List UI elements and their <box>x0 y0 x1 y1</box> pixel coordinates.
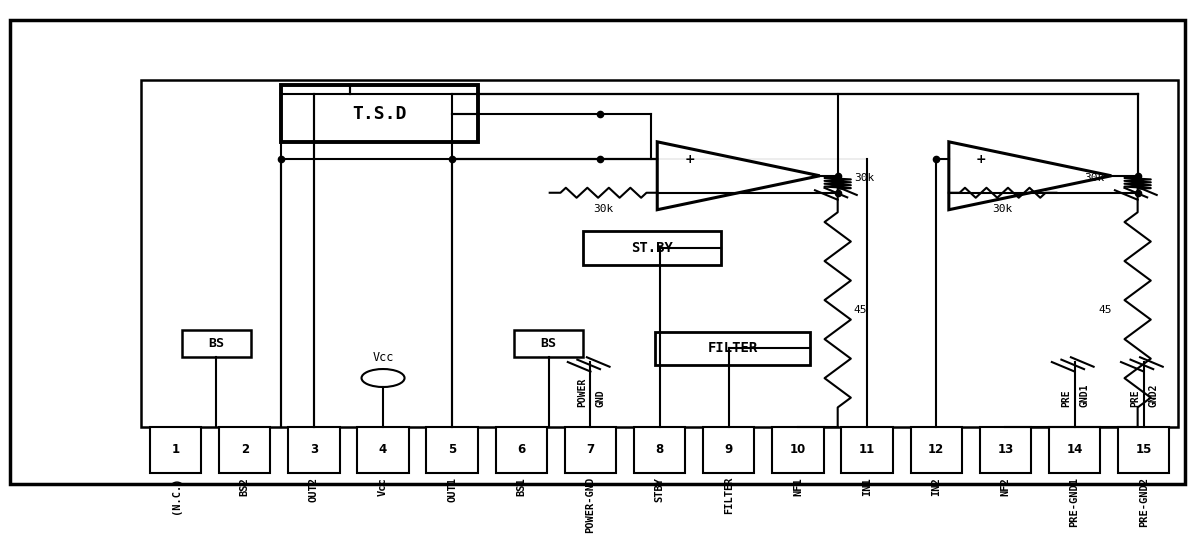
Text: 45: 45 <box>1098 305 1111 315</box>
Text: +: + <box>685 153 695 166</box>
Text: FILTER: FILTER <box>707 342 758 355</box>
Text: BS: BS <box>540 337 557 350</box>
FancyBboxPatch shape <box>427 427 478 473</box>
Text: NF2: NF2 <box>1000 477 1011 496</box>
Text: 30k: 30k <box>1084 173 1104 183</box>
Text: Vcc: Vcc <box>378 477 388 496</box>
Text: 45: 45 <box>853 305 866 315</box>
FancyBboxPatch shape <box>911 427 962 473</box>
Text: PRE-GND1: PRE-GND1 <box>1070 477 1079 527</box>
Text: 2: 2 <box>240 444 249 456</box>
Text: OUT2: OUT2 <box>308 477 319 502</box>
FancyBboxPatch shape <box>141 80 1178 427</box>
Text: 12: 12 <box>929 444 944 456</box>
FancyBboxPatch shape <box>583 231 721 265</box>
Text: PRE: PRE <box>1061 389 1071 407</box>
Text: BS: BS <box>208 337 225 350</box>
Text: (N.C.): (N.C.) <box>171 477 180 514</box>
FancyBboxPatch shape <box>496 427 547 473</box>
FancyBboxPatch shape <box>514 330 583 357</box>
Text: ST.BY: ST.BY <box>631 241 673 255</box>
Text: BS1: BS1 <box>516 477 526 496</box>
FancyBboxPatch shape <box>633 427 685 473</box>
FancyBboxPatch shape <box>1049 427 1101 473</box>
Text: 30k: 30k <box>854 173 875 183</box>
Text: −: − <box>684 185 695 199</box>
Text: PRE-GND2: PRE-GND2 <box>1139 477 1148 527</box>
Text: IN2: IN2 <box>931 477 942 496</box>
FancyBboxPatch shape <box>10 20 1185 484</box>
Text: +: + <box>976 153 987 166</box>
Text: NF1: NF1 <box>793 477 803 496</box>
Text: GND: GND <box>595 389 605 407</box>
Text: 7: 7 <box>587 444 595 456</box>
Text: 10: 10 <box>790 444 807 456</box>
Text: IN1: IN1 <box>862 477 872 496</box>
Text: POWER: POWER <box>577 378 587 407</box>
FancyBboxPatch shape <box>841 427 893 473</box>
Text: 5: 5 <box>448 444 456 456</box>
Text: T.S.D: T.S.D <box>353 105 406 122</box>
FancyBboxPatch shape <box>357 427 409 473</box>
Text: FILTER: FILTER <box>724 477 734 514</box>
Text: 11: 11 <box>859 444 875 456</box>
Text: GND2: GND2 <box>1148 383 1158 407</box>
Text: 3: 3 <box>310 444 318 456</box>
FancyBboxPatch shape <box>565 427 617 473</box>
Text: PRE: PRE <box>1130 389 1140 407</box>
FancyBboxPatch shape <box>1119 427 1170 473</box>
Text: 30k: 30k <box>993 204 1012 214</box>
FancyBboxPatch shape <box>772 427 823 473</box>
Text: BS2: BS2 <box>240 477 250 496</box>
Text: 4: 4 <box>379 444 387 456</box>
Text: STBY: STBY <box>655 477 664 502</box>
Text: OUT1: OUT1 <box>447 477 458 502</box>
Text: 13: 13 <box>998 444 1013 456</box>
Text: −: − <box>975 185 987 199</box>
FancyBboxPatch shape <box>281 85 478 142</box>
Text: GND1: GND1 <box>1079 383 1089 407</box>
FancyBboxPatch shape <box>288 427 339 473</box>
Text: POWER-GND: POWER-GND <box>586 477 595 533</box>
Text: 14: 14 <box>1066 444 1083 456</box>
Text: 30k: 30k <box>594 204 613 214</box>
FancyBboxPatch shape <box>149 427 201 473</box>
Text: 1: 1 <box>172 444 179 456</box>
FancyBboxPatch shape <box>182 330 251 357</box>
FancyBboxPatch shape <box>980 427 1031 473</box>
FancyBboxPatch shape <box>655 332 810 365</box>
Text: 9: 9 <box>724 444 733 456</box>
FancyBboxPatch shape <box>703 427 754 473</box>
Text: Vcc: Vcc <box>373 351 393 364</box>
Text: 8: 8 <box>656 444 663 456</box>
FancyBboxPatch shape <box>219 427 270 473</box>
Text: 6: 6 <box>517 444 526 456</box>
Text: 15: 15 <box>1135 444 1152 456</box>
